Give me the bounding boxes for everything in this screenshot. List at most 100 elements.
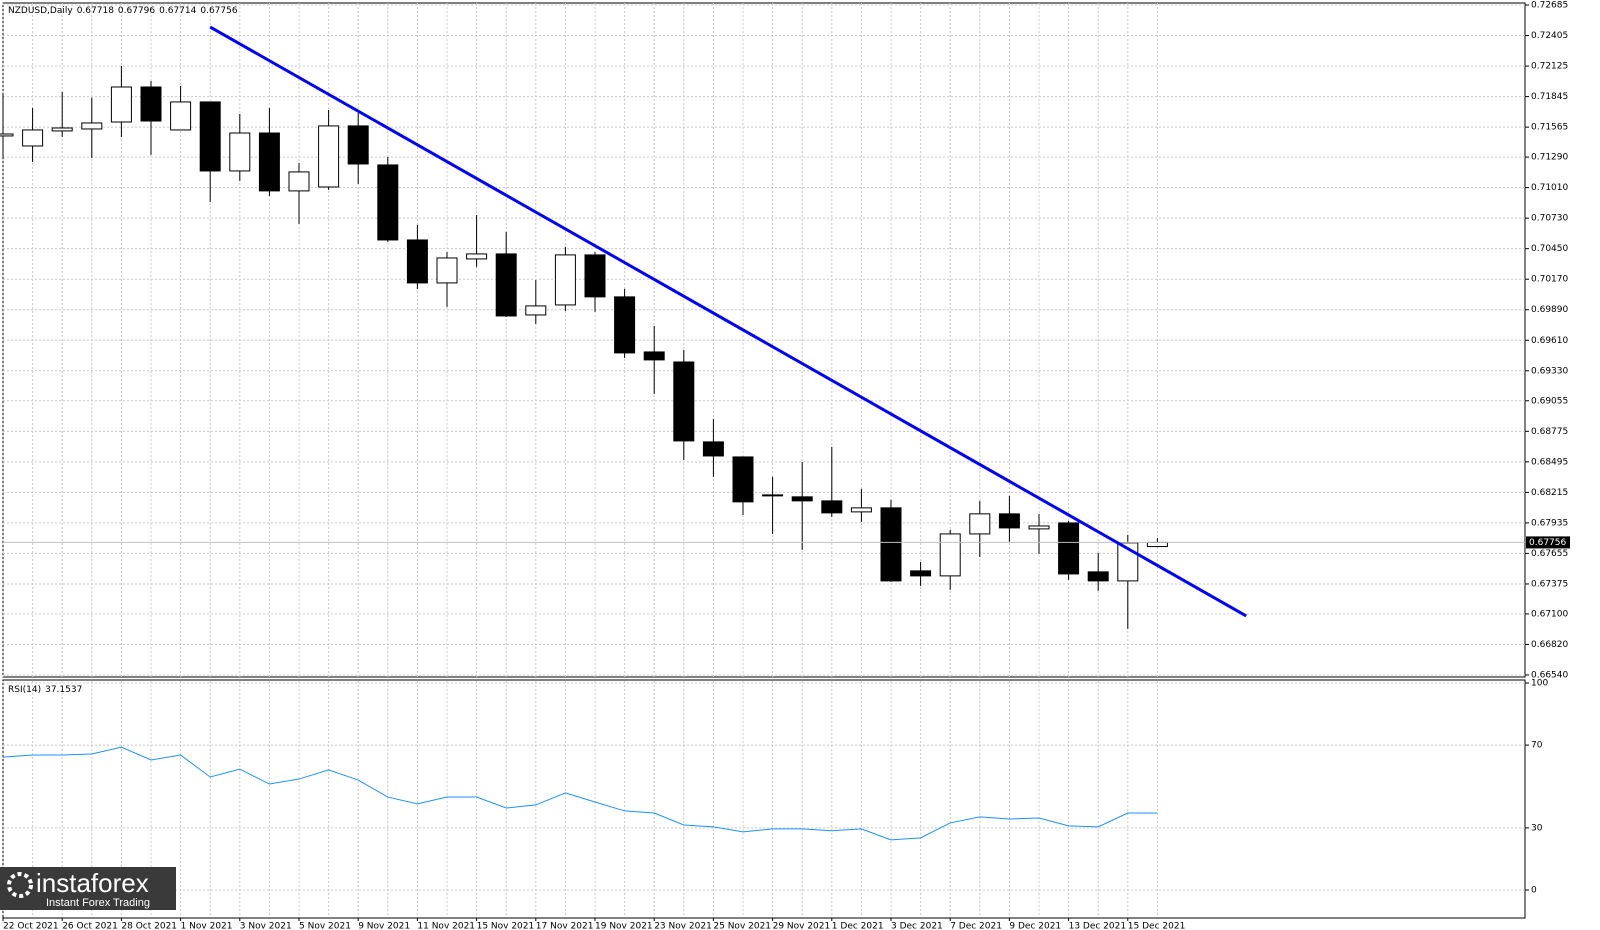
x-tick-label: 28 Oct 2021: [121, 922, 177, 930]
y-tick-label: 100: [1531, 679, 1548, 689]
y-tick-label: 70: [1531, 741, 1543, 751]
candle-body: [229, 132, 251, 172]
candle-body: [969, 513, 991, 535]
y-tick-label: 0.72125: [1531, 62, 1568, 72]
candle-body: [0, 133, 14, 137]
y-tick-label: 0.70450: [1531, 244, 1568, 254]
candle-body: [762, 494, 784, 497]
x-tick-label: 11 Nov 2021: [417, 922, 475, 930]
candle-body: [170, 101, 192, 131]
x-tick-label: 29 Nov 2021: [773, 922, 831, 930]
current-price-box: [1526, 536, 1570, 549]
candle-body: [880, 507, 902, 582]
y-tick-label: 0.72405: [1531, 31, 1568, 41]
candle-body: [466, 253, 488, 260]
y-tick-label: 0.71010: [1531, 183, 1568, 193]
candle-body: [821, 500, 843, 514]
candle-body: [939, 533, 961, 577]
y-tick-label: 0.70730: [1531, 214, 1568, 224]
ohlc-high: 0.67796: [118, 6, 155, 16]
watermark-name: instaforex: [36, 868, 149, 898]
watermark-icon: [7, 872, 33, 898]
y-tick-label: 0.68495: [1531, 457, 1568, 467]
rsi-line: [2, 746, 1158, 841]
candle-body: [910, 570, 932, 577]
y-tick-label: 0.68215: [1531, 488, 1568, 498]
x-tick-label: 9 Dec 2021: [1009, 922, 1061, 930]
y-tick-label: 0.70170: [1531, 275, 1568, 285]
y-tick-label: 30: [1531, 823, 1543, 833]
x-tick-label: 3 Nov 2021: [240, 922, 292, 930]
candle-body: [673, 361, 695, 442]
candle-body: [140, 86, 162, 122]
trend-line: [209, 25, 1247, 618]
y-tick-label: 0.72685: [1531, 1, 1568, 11]
candle-body: [406, 239, 428, 284]
rsi-name: RSI(14): [8, 685, 41, 695]
y-tick-label: 0.67935: [1531, 518, 1568, 528]
x-tick-label: 13 Dec 2021: [1069, 922, 1127, 930]
candle-body: [81, 122, 103, 130]
candle-body: [377, 164, 399, 241]
candle-body: [1058, 522, 1080, 575]
candle-body: [22, 129, 44, 147]
x-tick-label: 3 Dec 2021: [891, 922, 943, 930]
candle-body: [732, 456, 754, 503]
candle-body: [791, 496, 813, 502]
x-tick-label: 17 Nov 2021: [536, 922, 594, 930]
y-tick-label: 0.69610: [1531, 336, 1568, 346]
y-tick-label: 0.66540: [1531, 671, 1568, 681]
candle-body: [495, 253, 517, 317]
y-tick-label: 0.69890: [1531, 305, 1568, 315]
candle-body: [554, 254, 576, 306]
x-tick-label: 23 Nov 2021: [654, 922, 712, 930]
candle-body: [643, 351, 665, 361]
candle-body: [436, 257, 458, 284]
candle-body: [1087, 571, 1109, 582]
candle-body: [199, 101, 221, 172]
x-tick-label: 7 Dec 2021: [950, 922, 1002, 930]
candle-body: [614, 296, 636, 354]
candle-body: [51, 127, 73, 132]
candle-body: [1028, 525, 1050, 530]
candle-body: [318, 125, 340, 188]
candle-body: [288, 171, 310, 192]
y-tick-label: 0.71845: [1531, 92, 1568, 102]
x-tick-label: 26 Oct 2021: [62, 922, 118, 930]
candle-body: [258, 132, 280, 192]
x-tick-label: 15 Dec 2021: [1128, 922, 1186, 930]
rsi-value: 37.1537: [45, 685, 82, 695]
x-tick-label: 1 Nov 2021: [181, 922, 233, 930]
candle-body: [347, 125, 369, 165]
candle-body: [110, 86, 132, 123]
y-tick-label: 0.71565: [1531, 123, 1568, 133]
rsi-header: RSI(14) 37.1537: [8, 685, 82, 695]
ohlc-low: 0.67714: [159, 6, 196, 16]
rsi-panel: [2, 679, 1526, 919]
symbol: NZDUSD,Daily: [8, 6, 73, 16]
candle-body: [525, 305, 547, 316]
candle-body: [1146, 541, 1168, 548]
ohlc-open: 0.67718: [77, 6, 114, 16]
watermark-tagline: Instant Forex Trading: [46, 897, 150, 909]
y-tick-label: 0.69330: [1531, 366, 1568, 376]
y-tick-label: 0: [1531, 886, 1537, 896]
candle-body: [850, 507, 872, 513]
y-tick-label: 0.67100: [1531, 609, 1568, 619]
y-tick-label: 0.66820: [1531, 640, 1568, 650]
y-tick-label: 0.68775: [1531, 427, 1568, 437]
x-tick-label: 1 Dec 2021: [832, 922, 884, 930]
x-tick-label: 5 Nov 2021: [299, 922, 351, 930]
x-tick-label: 22 Oct 2021: [3, 922, 59, 930]
candle-body: [584, 254, 606, 298]
x-tick-label: 9 Nov 2021: [358, 922, 410, 930]
watermark: instaforex Instant Forex Trading: [0, 867, 176, 910]
candle-body: [702, 441, 724, 457]
y-tick-label: 0.67655: [1531, 549, 1568, 559]
y-tick-label: 0.69055: [1531, 396, 1568, 406]
ohlc-close: 0.67756: [200, 6, 237, 16]
candle-body: [998, 513, 1020, 529]
x-tick-label: 19 Nov 2021: [595, 922, 653, 930]
